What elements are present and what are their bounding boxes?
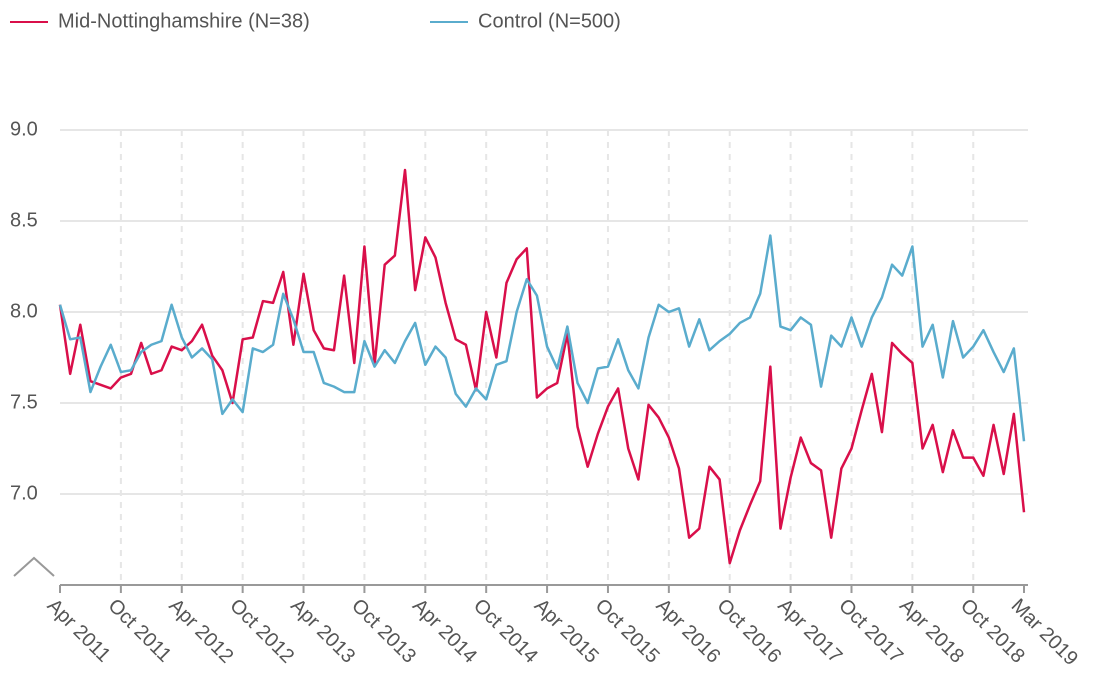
x-tick-label: Oct 2016: [712, 595, 785, 668]
x-tick-label: Oct 2012: [225, 595, 298, 668]
x-tick-label: Apr 2015: [530, 595, 603, 668]
y-tick-label: 7.0: [10, 482, 38, 504]
y-tick-label: 8.0: [10, 300, 38, 322]
axis-break: [13, 556, 55, 577]
x-tick-label: Apr 2017: [773, 595, 846, 668]
x-tick-label: Apr 2012: [164, 595, 237, 668]
y-tick-label: 7.5: [10, 391, 38, 413]
x-tick-label: Apr 2016: [652, 595, 725, 668]
x-tick-label: Apr 2014: [408, 595, 481, 668]
legend-label: Control (N=500): [478, 10, 621, 32]
x-tick-label: Oct 2015: [591, 595, 664, 668]
plot-layer: [60, 129, 1028, 585]
x-tick-label: Apr 2018: [895, 595, 968, 668]
y-tick-label: 9.0: [10, 118, 38, 140]
x-tick-label: Oct 2014: [469, 595, 542, 668]
x-tick-label: Oct 2011: [104, 595, 176, 667]
x-tick-label: Apr 2011: [43, 595, 115, 667]
series-line: [58, 168, 1026, 565]
legend-label: Mid-Nottinghamshire (N=38): [58, 10, 310, 32]
x-tick-label: Apr 2013: [286, 595, 359, 668]
y-tick-label: 8.5: [10, 209, 38, 231]
x-tick-label: Oct 2013: [347, 595, 420, 668]
series-line: [58, 234, 1026, 442]
x-tick-label: Oct 2017: [834, 595, 907, 668]
